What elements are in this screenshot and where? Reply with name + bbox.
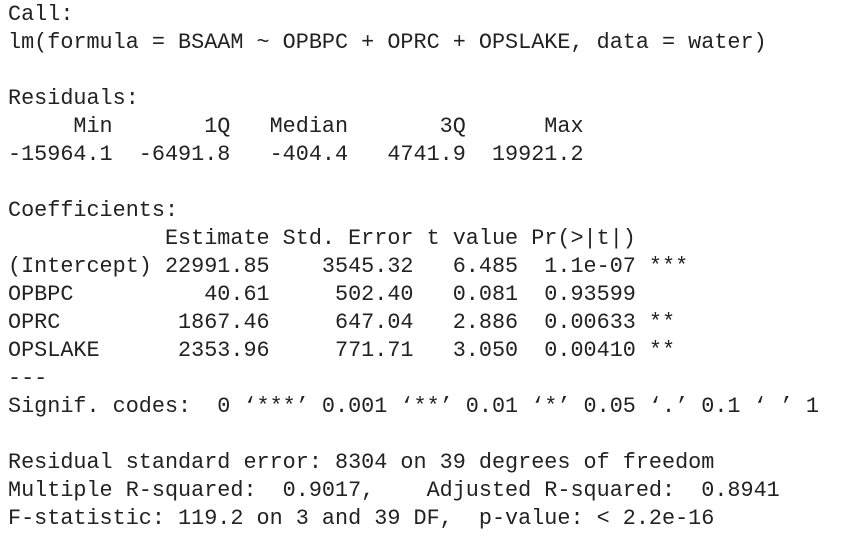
output-line: --- [8,366,48,391]
output-line: Residuals: [8,86,139,111]
output-line: (Intercept) 22991.85 3545.32 6.485 1.1e-… [8,254,689,279]
output-block: Residuals: Min 1Q Median 3Q Max -15964.1 … [8,85,865,169]
output-line: Coefficients: [8,198,179,223]
output-line: OPBPC 40.61 502.40 0.081 0.93599 [8,282,636,307]
output-line: Min 1Q Median 3Q Max [8,114,584,139]
output-line: Residual standard error: 8304 on 39 degr… [8,450,715,475]
output-line: -15964.1 -6491.8 -404.4 4741.9 19921.2 [8,142,584,167]
output-line: OPSLAKE 2353.96 771.71 3.050 0.00410 ** [8,338,676,363]
output-line: Signif. codes: 0 ‘***’ 0.001 ‘**’ 0.01 ‘… [8,394,819,419]
output-line: OPRC 1867.46 647.04 2.886 0.00633 ** [8,310,676,335]
output-line: lm(formula = BSAAM ~ OPBPC + OPRC + OPSL… [8,30,767,55]
output-line: Call: [8,2,74,27]
output-line: F-statistic: 119.2 on 3 and 39 DF, p-val… [8,506,715,531]
output-block: Residual standard error: 8304 on 39 degr… [8,449,865,533]
output-line: Multiple R-squared: 0.9017, Adjusted R-s… [8,478,780,503]
output-block: Call: lm(formula = BSAAM ~ OPBPC + OPRC +… [8,1,865,57]
output-block: Coefficients: Estimate Std. Error t valu… [8,197,865,421]
output-line: Estimate Std. Error t value Pr(>|t|) [8,226,636,251]
